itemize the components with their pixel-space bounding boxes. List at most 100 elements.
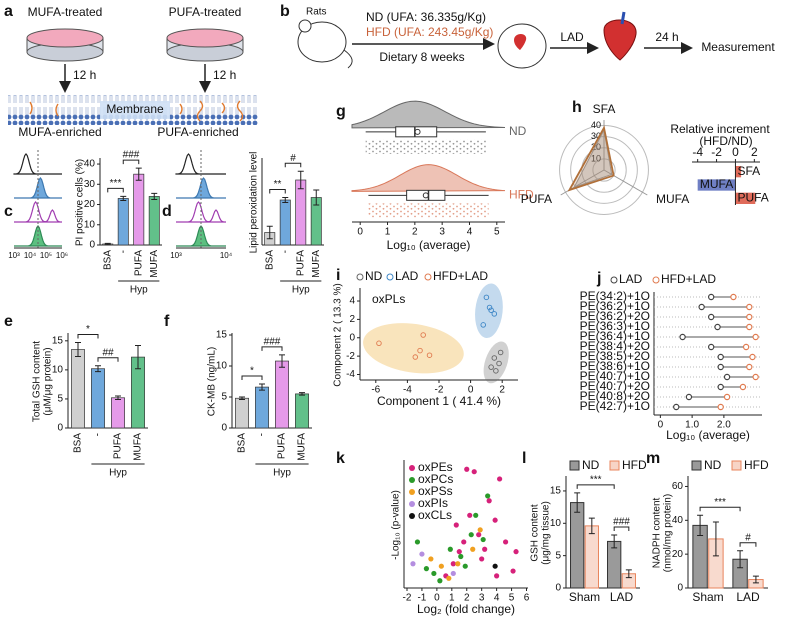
y-tick-label: 10 [216, 361, 228, 372]
point [746, 303, 753, 311]
x-tick-label: 2.0 [717, 420, 731, 431]
legend-marker [409, 513, 415, 519]
point [417, 347, 423, 354]
panel-label: e [4, 313, 13, 330]
y-axis-label: (nmol/mg protein) [663, 494, 674, 572]
y-axis-label: NADPH content [652, 497, 663, 568]
point [467, 512, 473, 518]
legend-label: oxPCs [418, 472, 453, 486]
x-tick-label: LAD [610, 590, 634, 604]
point [453, 522, 459, 528]
density [351, 164, 506, 192]
bar [71, 349, 85, 429]
membrane-label: Membrane [106, 102, 164, 116]
x-tick-label: -2 [403, 593, 412, 604]
radial-tick-label: 40 [591, 120, 601, 130]
point [673, 403, 680, 411]
point [437, 578, 443, 584]
diet-label: HFD (UFA: 243.45g/Kg) [366, 25, 493, 39]
significance: *** [590, 475, 602, 486]
diet-label: ND (UFA: 36.335g/Kg) [366, 10, 486, 24]
x-tick-label: 4 [467, 227, 473, 238]
bar-label: SFA [737, 164, 760, 178]
y-tick-label: 20 [672, 549, 684, 560]
flow-histogram [13, 153, 62, 175]
error-bar [752, 575, 759, 584]
point [717, 363, 724, 371]
error-bar [574, 492, 581, 513]
legend-label: HFD+LAD [433, 269, 488, 283]
bar [295, 179, 307, 246]
significance: *** [714, 497, 726, 508]
point [461, 539, 467, 545]
radial-tick-label: 10 [591, 153, 601, 163]
y-tick-label: PE(36:2)+2O [580, 309, 650, 323]
confidence-ellipse [363, 323, 464, 374]
x-tick-label: 2 [464, 593, 470, 604]
point [470, 546, 476, 552]
bar [735, 192, 756, 204]
chart-subtitle: (HFD/ND) [699, 134, 752, 148]
significance: ## [102, 347, 114, 358]
legend-marker [409, 477, 415, 483]
bar [91, 368, 105, 429]
y-axis-label: PI positive cells (%) [75, 159, 86, 246]
y-tick-label: 5 [555, 550, 561, 561]
y-tick-label: 30 [84, 179, 96, 190]
condition-title: PUFA-treated [169, 5, 242, 19]
x-tick-label: 3 [439, 227, 445, 238]
error-bar [151, 192, 158, 200]
y-tick-label: 0 [221, 423, 227, 434]
legend-label: oxPEs [418, 460, 453, 474]
error-bar [95, 365, 101, 373]
point [480, 536, 486, 543]
x-tick-label: 0 [434, 593, 440, 604]
point [482, 546, 488, 552]
x-tick-label: 6 [524, 593, 530, 604]
point [477, 527, 483, 533]
result-label: PUFA-enriched [157, 125, 238, 139]
legend-swatch [569, 460, 580, 471]
condition-title: MUFA-treated [28, 5, 103, 19]
surgery-label: LAD [560, 30, 584, 44]
x-tick-label: -2 [711, 145, 722, 159]
point [717, 383, 724, 391]
point [707, 343, 715, 351]
y-axis-label: Component 2 ( 13.3 %) [333, 283, 344, 386]
series-label: HFD [509, 188, 534, 202]
point [480, 322, 486, 328]
y-tick-label: PE(34:2)+1O [580, 289, 650, 303]
point [707, 293, 715, 301]
y-tick-label: 0 [349, 332, 355, 343]
panel-label: g [336, 103, 346, 120]
point [752, 333, 759, 341]
x-tick-label: BSA [237, 433, 248, 453]
x-tick-label: -2 [435, 385, 444, 396]
y-axis-label: (μM/μg protein) [43, 347, 54, 415]
legend-marker [409, 465, 415, 471]
y-tick-label: PE(36:4)+1O [580, 329, 650, 343]
bar [295, 393, 309, 429]
y-axis-label: GSH content [530, 504, 541, 561]
y-axis-label: Total GSH content [32, 341, 43, 422]
point [492, 563, 498, 569]
significance-bracket [576, 484, 615, 489]
point [447, 546, 453, 552]
legend-label: LAD [619, 272, 643, 286]
x-axis-label: Log₁₀ (average) [666, 428, 750, 442]
x-tick-label: -1 [417, 593, 426, 604]
bar [697, 179, 736, 191]
jitter-dots [368, 203, 489, 218]
x-tick-label: PUFA [295, 250, 306, 276]
x-tick-label: 2 [751, 145, 758, 159]
point [414, 539, 421, 545]
panel-label: i [336, 267, 340, 284]
bar [607, 540, 622, 589]
significance: # [745, 532, 751, 543]
x-tick-label: PUFA [133, 250, 144, 276]
significance-bracket [77, 334, 99, 339]
panel-label: l [522, 450, 526, 467]
error-bar [75, 342, 81, 358]
point [742, 343, 750, 351]
